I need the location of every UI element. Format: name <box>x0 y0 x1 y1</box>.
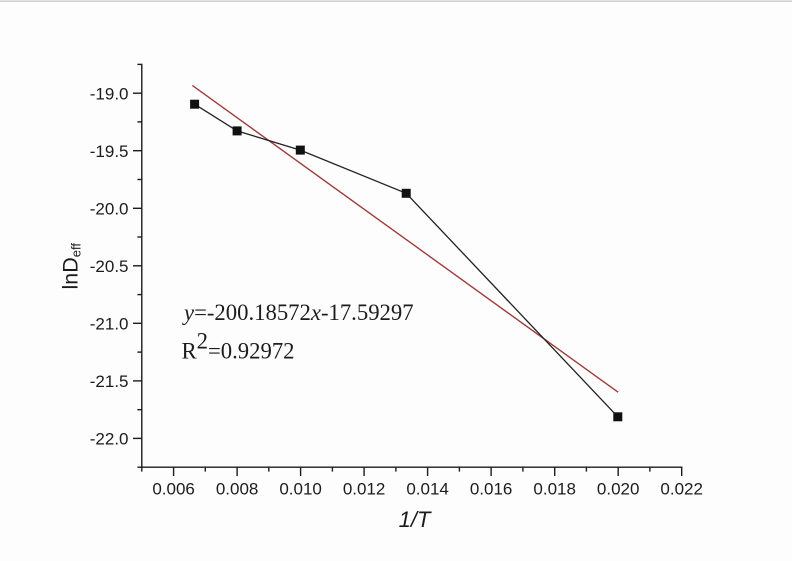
svg-text:-20.5: -20.5 <box>90 257 129 276</box>
svg-text:0.020: 0.020 <box>597 479 640 498</box>
svg-text:0.010: 0.010 <box>279 479 322 498</box>
svg-text:0.016: 0.016 <box>470 479 513 498</box>
svg-text:-20.0: -20.0 <box>90 199 129 218</box>
svg-text:-19.0: -19.0 <box>90 84 129 103</box>
svg-text:-21.0: -21.0 <box>90 314 129 333</box>
svg-text:0.008: 0.008 <box>216 479 259 498</box>
svg-text:0.014: 0.014 <box>406 479 449 498</box>
svg-text:0.006: 0.006 <box>152 479 195 498</box>
svg-text:0.018: 0.018 <box>533 479 576 498</box>
svg-text:0.012: 0.012 <box>343 479 386 498</box>
svg-text:0.022: 0.022 <box>660 479 703 498</box>
svg-text:-22.0: -22.0 <box>90 430 129 449</box>
svg-text:-21.5: -21.5 <box>90 372 129 391</box>
svg-text:1/T: 1/T <box>399 507 432 532</box>
svg-text:y=-200.18572x-17.59297: y=-200.18572x-17.59297 <box>182 300 414 325</box>
svg-text:-19.5: -19.5 <box>90 142 129 161</box>
